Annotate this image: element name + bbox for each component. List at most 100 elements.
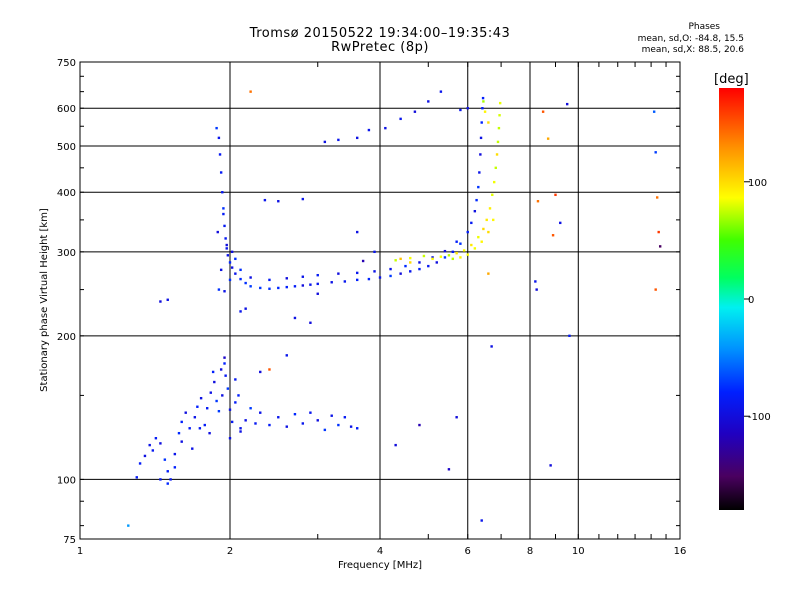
- x-tick-label: 2: [227, 546, 233, 557]
- data-point: [427, 264, 430, 268]
- data-point: [488, 207, 492, 210]
- data-point: [482, 227, 485, 231]
- x-tick-label: 16: [674, 546, 687, 557]
- data-point: [330, 414, 333, 417]
- data-point: [399, 272, 402, 275]
- grid: [80, 62, 680, 539]
- data-point: [309, 283, 312, 286]
- data-point: [215, 126, 218, 130]
- data-point: [293, 412, 297, 416]
- echo-points: [127, 90, 662, 527]
- data-point: [209, 391, 212, 394]
- data-point: [479, 136, 483, 140]
- data-point: [355, 271, 359, 275]
- data-point: [568, 334, 571, 338]
- data-point: [470, 243, 473, 247]
- data-point: [228, 408, 232, 411]
- data-point: [355, 278, 359, 282]
- data-point: [439, 255, 443, 258]
- data-point: [219, 268, 223, 272]
- data-point: [219, 368, 223, 371]
- data-point: [301, 422, 305, 425]
- data-point: [188, 427, 191, 430]
- chart-title: Tromsø 20150522 19:34:00–19:35:43: [249, 26, 511, 41]
- data-point: [466, 253, 469, 256]
- data-point: [148, 443, 151, 447]
- data-point: [221, 394, 224, 397]
- x-tick-label: 8: [527, 546, 533, 557]
- data-point: [159, 442, 162, 445]
- data-point: [213, 380, 216, 384]
- y-axis-label: Stationary phase Virtual Height [km]: [39, 208, 50, 392]
- data-point: [565, 102, 569, 106]
- data-point: [226, 254, 230, 257]
- colorbar-label: [deg]: [714, 72, 749, 87]
- data-point: [491, 193, 494, 197]
- data-point: [268, 423, 271, 427]
- data-point: [481, 107, 484, 110]
- data-point: [249, 90, 252, 93]
- data-point: [451, 250, 455, 254]
- data-point: [239, 277, 242, 281]
- data-point: [293, 316, 297, 320]
- data-point: [228, 261, 232, 264]
- data-point: [198, 427, 202, 430]
- data-point: [409, 256, 412, 260]
- data-point: [166, 470, 169, 473]
- y-tick-label: 500: [57, 142, 76, 153]
- data-point: [316, 282, 319, 286]
- data-point: [337, 272, 340, 275]
- data-point: [487, 272, 490, 275]
- data-point: [154, 437, 158, 440]
- data-point: [151, 449, 155, 452]
- data-point: [285, 277, 288, 280]
- data-point: [480, 121, 483, 124]
- data-point: [239, 268, 242, 272]
- data-point: [221, 191, 224, 194]
- data-point: [455, 252, 458, 255]
- data-point: [473, 247, 477, 250]
- data-point: [285, 285, 288, 289]
- data-point: [217, 409, 221, 413]
- x-tick-label: 4: [377, 546, 383, 557]
- data-point: [222, 207, 225, 210]
- data-point: [447, 254, 451, 257]
- x-tick-label: 10: [572, 546, 585, 557]
- data-point: [163, 458, 167, 461]
- data-point: [554, 193, 557, 197]
- data-point: [492, 180, 496, 184]
- x-tick-label: 1: [77, 546, 83, 557]
- data-point: [173, 452, 177, 456]
- data-point: [205, 407, 209, 410]
- data-point: [455, 416, 458, 419]
- data-point: [309, 321, 312, 324]
- data-point: [447, 468, 451, 471]
- y-tick-label: 600: [57, 104, 76, 115]
- data-point: [497, 126, 501, 130]
- data-point: [224, 374, 227, 377]
- data-point: [180, 440, 183, 443]
- data-point: [259, 370, 262, 374]
- data-point: [191, 447, 194, 450]
- data-point: [173, 466, 177, 469]
- data-point: [223, 224, 226, 228]
- data-point: [462, 249, 466, 252]
- data-point: [323, 140, 327, 144]
- data-point: [343, 416, 347, 419]
- data-point: [135, 476, 138, 479]
- data-point: [301, 197, 305, 201]
- data-point: [249, 407, 252, 410]
- data-point: [316, 419, 319, 422]
- data-point: [443, 249, 447, 253]
- data-point: [409, 261, 412, 264]
- data-point: [228, 437, 232, 440]
- data-point: [495, 153, 499, 156]
- data-point: [211, 370, 215, 374]
- data-point: [228, 278, 232, 282]
- phase-stats-header: Phases: [688, 22, 720, 32]
- data-point: [373, 270, 376, 273]
- data-point: [654, 288, 657, 291]
- data-point: [285, 354, 288, 357]
- colorbar: [719, 88, 744, 510]
- data-point: [404, 264, 407, 268]
